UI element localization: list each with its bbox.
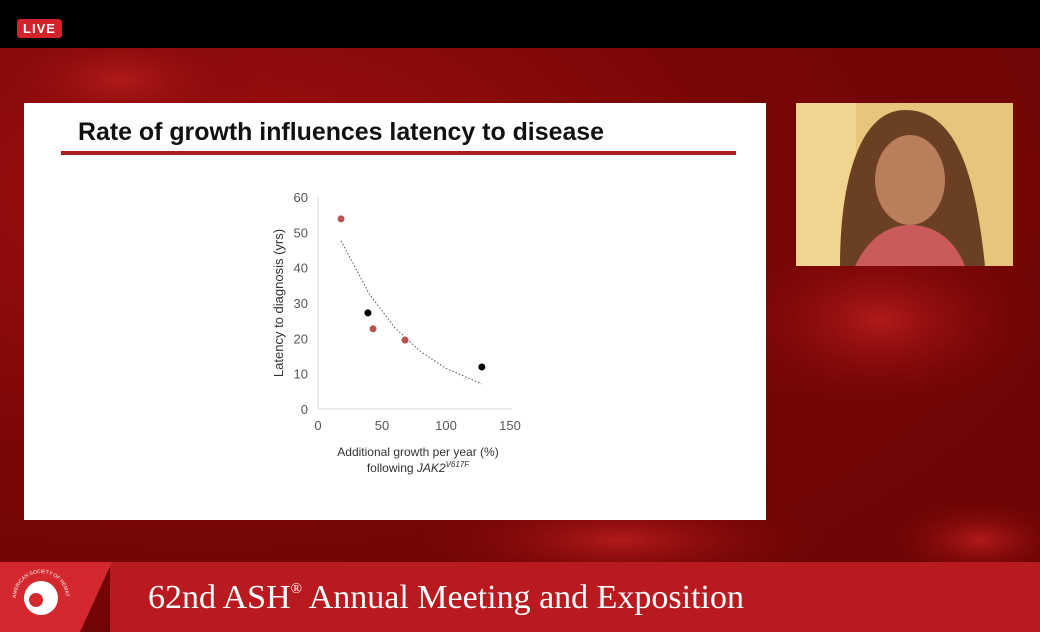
y-tick-label: 10 <box>294 367 308 382</box>
x-label-prefix: following <box>367 461 414 475</box>
y-tick-label: 30 <box>294 296 308 311</box>
x-label-gene: JAK2 <box>416 461 446 475</box>
x-axis-label-2: following JAK2V617F <box>367 460 470 475</box>
x-tick-label: 100 <box>435 418 457 433</box>
top-bar <box>0 0 1040 48</box>
x-label-mutation: V617F <box>446 460 471 469</box>
slide-title: Rate of growth influences latency to dis… <box>78 118 604 146</box>
chart: 0 10 20 30 40 50 60 0 50 100 150 <box>294 190 521 433</box>
data-point <box>401 336 409 344</box>
webcam <box>796 103 1013 266</box>
data-point <box>337 215 345 223</box>
banner-rest: Annual Meeting and Exposition <box>302 579 744 616</box>
slide <box>24 103 766 520</box>
data-point <box>364 309 372 317</box>
y-tick-label: 40 <box>294 261 308 276</box>
x-tick-label: 0 <box>314 418 321 433</box>
live-label: LIVE <box>23 21 56 36</box>
y-tick-label: 20 <box>294 331 308 346</box>
x-tick-label: 50 <box>375 418 389 433</box>
data-point <box>369 325 377 333</box>
banner <box>110 562 1040 632</box>
y-tick-label: 0 <box>301 402 308 417</box>
banner-title: 62nd ASH® Annual Meeting and Exposition <box>148 579 744 616</box>
x-tick-label: 150 <box>499 418 521 433</box>
data-point <box>478 363 486 371</box>
title-rule <box>61 151 736 155</box>
banner-event: 62nd ASH <box>148 579 291 616</box>
banner-reg: ® <box>291 581 302 597</box>
y-tick-label: 50 <box>294 225 308 240</box>
live-badge <box>17 19 62 38</box>
y-axis-label: Latency to diagnosis (yrs) <box>271 229 286 377</box>
logo-cell <box>29 593 43 607</box>
x-axis-label: Additional growth per year (%) <box>337 445 498 459</box>
y-tick-label: 60 <box>294 190 308 205</box>
